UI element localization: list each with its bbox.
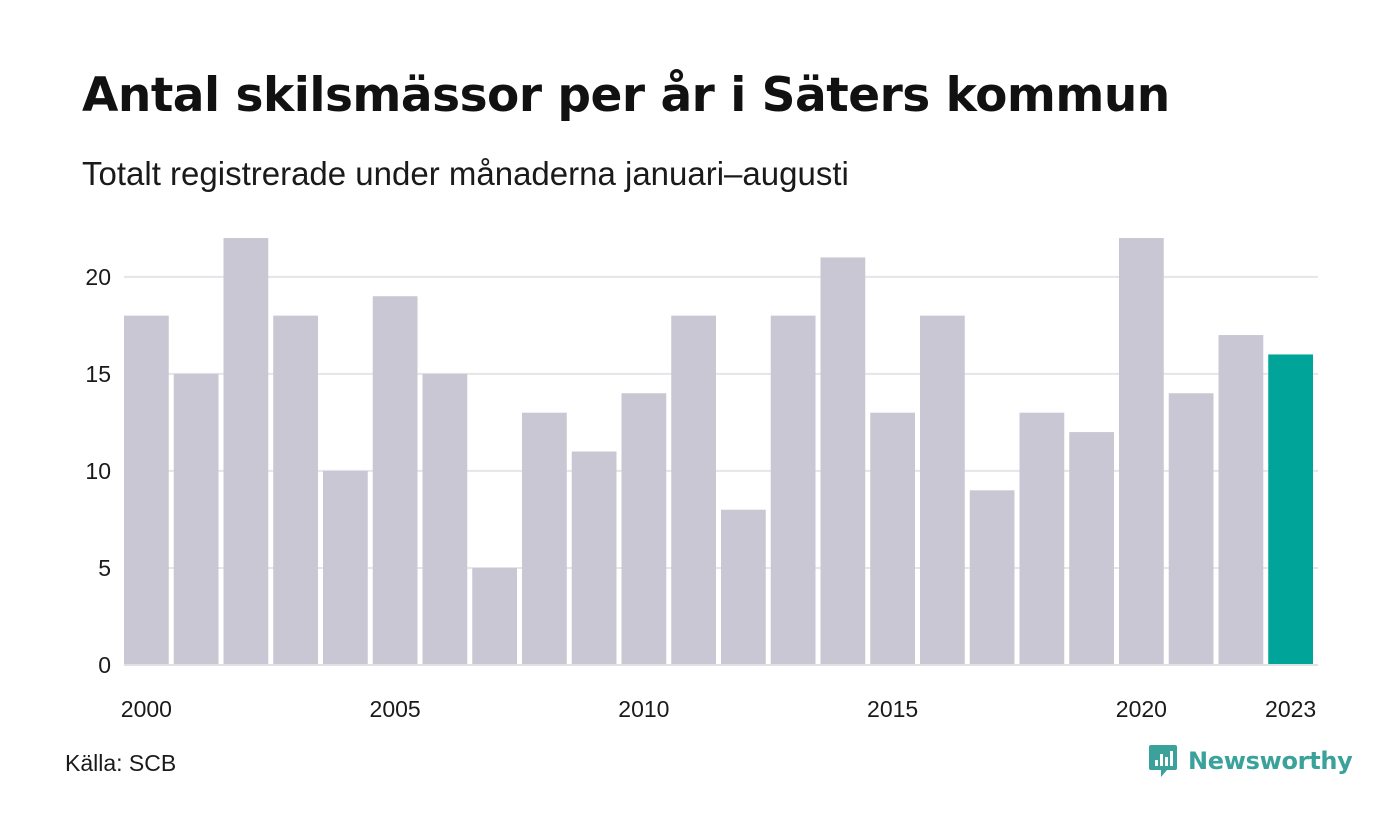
bar-2020: [1119, 238, 1164, 665]
y-tick-label: 10: [85, 458, 111, 484]
bar-2015: [870, 412, 915, 665]
chart-title: Antal skilsmässor per år i Säters kommun: [82, 68, 1170, 123]
bar-2003: [273, 315, 318, 665]
bar-2000: [124, 315, 169, 665]
x-tick-label: 2015: [867, 696, 918, 722]
bar-2021: [1168, 393, 1214, 665]
bar-2005: [372, 296, 418, 665]
newsworthy-logo-icon: [1149, 745, 1177, 777]
bar-2008: [522, 412, 567, 665]
x-tick-label: 2020: [1116, 696, 1167, 722]
bar-2012: [721, 509, 766, 665]
bar-2002: [223, 238, 269, 665]
newsworthy-logo: Newsworthy: [1148, 743, 1353, 779]
bar-2010: [621, 393, 667, 665]
newsworthy-logo-text: Newsworthy: [1188, 747, 1353, 775]
bar-2004: [323, 470, 368, 665]
bar-2001: [173, 373, 219, 665]
chart-subtitle: Totalt registrerade under månaderna janu…: [82, 155, 849, 192]
bar-2006: [422, 373, 468, 665]
bar-2019: [1069, 432, 1114, 665]
bar-2011: [671, 315, 716, 665]
y-tick-label: 0: [98, 652, 111, 678]
bar-2007: [472, 567, 517, 665]
bar-2018: [1019, 412, 1065, 665]
bar-2017: [969, 490, 1015, 665]
y-tick-label: 5: [98, 555, 111, 581]
bar-2013: [770, 315, 816, 665]
x-tick-label: 2010: [618, 696, 669, 722]
bar-2009: [571, 451, 617, 665]
y-tick-label: 15: [85, 361, 111, 387]
bar-2023: [1268, 354, 1313, 665]
x-tick-label: 2005: [370, 696, 421, 722]
bar-2022: [1218, 335, 1264, 665]
x-tick-label: 2000: [121, 696, 172, 722]
y-tick-label: 20: [85, 264, 111, 290]
source-note: Källa: SCB: [65, 750, 177, 776]
bar-2014: [820, 257, 866, 665]
x-tick-label: 2023: [1265, 696, 1316, 722]
bar-2016: [920, 315, 965, 665]
